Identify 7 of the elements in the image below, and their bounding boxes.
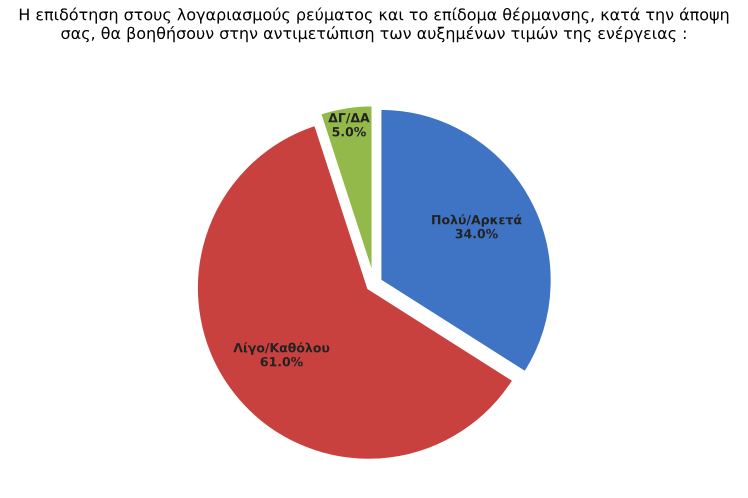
slice-label: Λίγο/Καθόλου (233, 342, 330, 355)
data-label: 5.0% (332, 127, 366, 136)
slice-label: Πολύ/Αρκετά (432, 214, 522, 227)
chart-title: Η επιδότηση στους λογαριασμούς ρεύματος και το επίδομα θέρμανσης, κατά την άποψη σας, θα βοηθήσουν στην αντιμετώπιση των αυξημένων τιμών της ενέργειας : (20, 7, 728, 42)
data-label: 61.0% (260, 356, 303, 366)
data-label: 34.0% (456, 228, 498, 238)
slice-label: ΔΓ/ΔΑ (328, 113, 370, 124)
